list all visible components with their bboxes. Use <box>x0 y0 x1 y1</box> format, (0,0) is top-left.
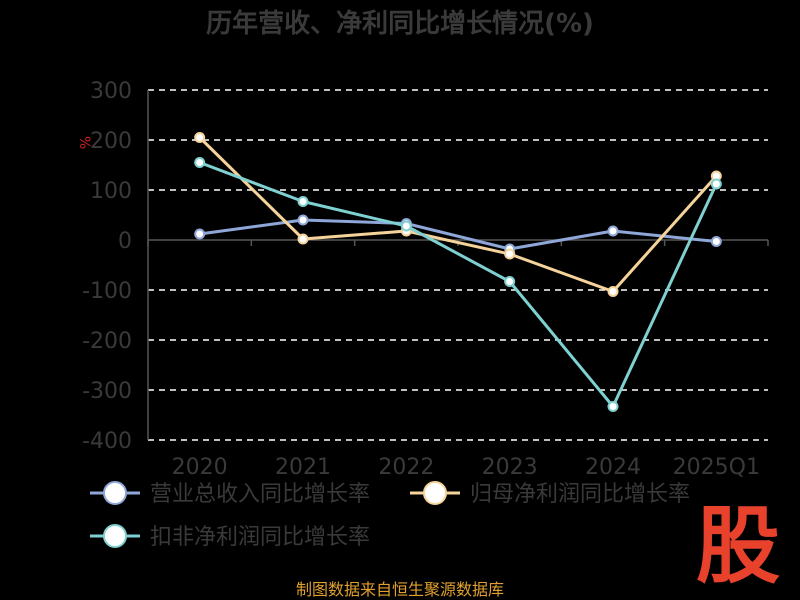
y-tick-label: -300 <box>82 379 132 404</box>
legend-label: 归母净利润同比增长率 <box>470 482 690 507</box>
data-point[interactable] <box>400 220 412 232</box>
legend-label: 营业总收入同比增长率 <box>150 482 370 507</box>
y-tick-label: -400 <box>82 429 132 454</box>
legend-marker <box>103 524 127 548</box>
axes: 300 200 100 0 -100 -200 -300 -400 2020 2021 2022 20… <box>82 79 769 480</box>
x-tick-label: 2020 <box>172 455 228 480</box>
data-point[interactable] <box>607 286 619 297</box>
y-axis-unit: % <box>76 136 92 149</box>
series <box>194 132 722 412</box>
series-line <box>199 161 718 408</box>
data-point[interactable] <box>194 132 206 143</box>
y-tick-label: 200 <box>90 129 132 154</box>
x-tick-label: 2022 <box>378 455 434 480</box>
series-line <box>198 136 718 293</box>
y-tick-label: 0 <box>118 229 132 254</box>
data-point[interactable] <box>607 401 619 412</box>
x-tick-label: 2024 <box>585 455 641 480</box>
y-tick-label: 300 <box>90 79 132 104</box>
data-point[interactable] <box>504 276 516 287</box>
data-point[interactable] <box>297 214 309 226</box>
series-3 <box>194 157 722 412</box>
data-point[interactable] <box>297 196 309 207</box>
x-tick-label: 2021 <box>275 455 331 480</box>
data-point[interactable] <box>710 236 722 247</box>
data-point[interactable] <box>194 228 206 240</box>
data-point[interactable] <box>710 178 722 190</box>
y-tick-label: 100 <box>90 179 132 204</box>
legend-item[interactable]: 营业总收入同比增长率 <box>90 481 370 507</box>
legend-label: 扣非净利润同比增长率 <box>150 525 370 550</box>
series-1 <box>194 214 722 255</box>
legend-marker <box>423 481 447 505</box>
data-point[interactable] <box>607 225 619 237</box>
series-2 <box>194 132 722 297</box>
logo-glyph: 股 <box>696 497 780 595</box>
data-point[interactable] <box>194 157 206 168</box>
grid <box>148 89 768 441</box>
chart-title: 历年营收、净利同比增长情况(%) <box>206 8 594 39</box>
y-tick-label: -100 <box>82 279 132 304</box>
data-point[interactable] <box>504 248 516 260</box>
x-tick-label: 2023 <box>482 455 538 480</box>
data-source: 制图数据来自恒生聚源数据库 <box>296 580 504 599</box>
x-tick-label: 2025Q1 <box>673 455 760 480</box>
data-point[interactable] <box>297 233 309 245</box>
legend-item[interactable]: 扣非净利润同比增长率 <box>90 524 370 550</box>
legend-marker <box>103 481 127 505</box>
brand-logo: 股 <box>696 497 780 595</box>
legend-item[interactable]: 归母净利润同比增长率 <box>410 481 690 507</box>
y-tick-label: -200 <box>82 329 132 354</box>
